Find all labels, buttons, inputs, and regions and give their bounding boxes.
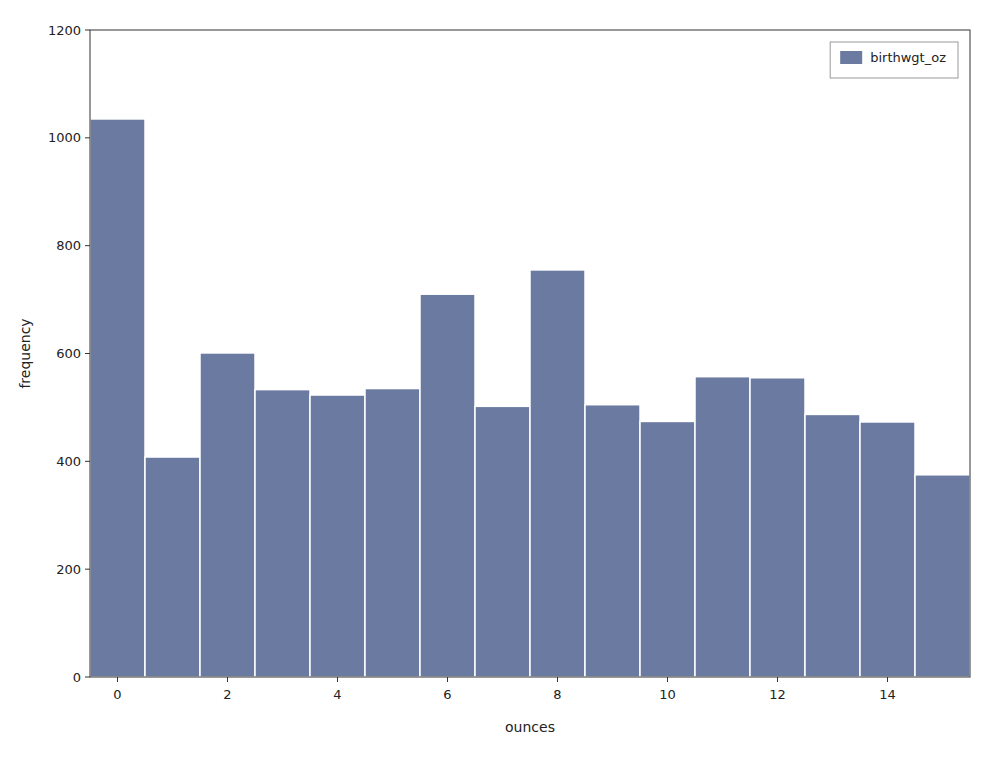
bar bbox=[475, 406, 530, 677]
plot-frame bbox=[90, 30, 970, 677]
chart: 0 2 4 6 8 10 12 14 0 200 400 600 800 1000 1200 ounces fr… bbox=[0, 0, 1000, 757]
bar bbox=[750, 378, 805, 677]
y-tick-label: 1200 bbox=[48, 23, 81, 38]
x-tick bbox=[667, 677, 668, 682]
bar bbox=[915, 475, 970, 677]
y-tick-label: 0 bbox=[73, 670, 81, 685]
legend-label: birthwgt_oz bbox=[870, 50, 946, 65]
x-tick bbox=[337, 677, 338, 682]
x-tick-label: 0 bbox=[113, 687, 121, 702]
x-axis-label: ounces bbox=[505, 719, 555, 735]
y-tick-label: 400 bbox=[56, 454, 81, 469]
bar bbox=[695, 377, 750, 677]
y-tick bbox=[85, 245, 90, 246]
legend: birthwgt_oz bbox=[830, 42, 958, 78]
y-tick bbox=[85, 137, 90, 138]
y-axis-label: frequency bbox=[17, 318, 33, 388]
bar bbox=[640, 421, 695, 677]
bars bbox=[90, 119, 970, 677]
bar bbox=[90, 119, 145, 677]
bar bbox=[420, 294, 475, 677]
y-tick bbox=[85, 569, 90, 570]
bar bbox=[145, 457, 200, 677]
y-tick bbox=[85, 30, 90, 31]
bar bbox=[365, 389, 420, 677]
x-tick bbox=[777, 677, 778, 682]
y-tick bbox=[85, 677, 90, 678]
bar bbox=[530, 270, 585, 677]
bar bbox=[310, 395, 365, 677]
y-tick bbox=[85, 461, 90, 462]
bar bbox=[585, 405, 640, 677]
x-tick-label: 14 bbox=[879, 687, 896, 702]
x-tick bbox=[227, 677, 228, 682]
x-tick-label: 6 bbox=[443, 687, 451, 702]
bar bbox=[805, 414, 860, 677]
y-tick-label: 200 bbox=[56, 562, 81, 577]
x-tick bbox=[887, 677, 888, 682]
x-tick-label: 8 bbox=[553, 687, 561, 702]
bar bbox=[200, 353, 255, 677]
x-tick bbox=[447, 677, 448, 682]
x-tick bbox=[557, 677, 558, 682]
x-tick-label: 12 bbox=[769, 687, 786, 702]
y-tick bbox=[85, 353, 90, 354]
plot-area bbox=[90, 30, 970, 677]
y-tick-label: 600 bbox=[56, 346, 81, 361]
x-tick-label: 2 bbox=[223, 687, 231, 702]
bar bbox=[860, 422, 915, 677]
legend-swatch bbox=[840, 51, 862, 64]
x-tick-label: 4 bbox=[333, 687, 341, 702]
y-tick-label: 800 bbox=[56, 238, 81, 253]
x-tick bbox=[117, 677, 118, 682]
legend-box bbox=[830, 42, 958, 78]
x-tick-label: 10 bbox=[659, 687, 676, 702]
bar bbox=[255, 390, 310, 677]
y-tick-label: 1000 bbox=[48, 130, 81, 145]
